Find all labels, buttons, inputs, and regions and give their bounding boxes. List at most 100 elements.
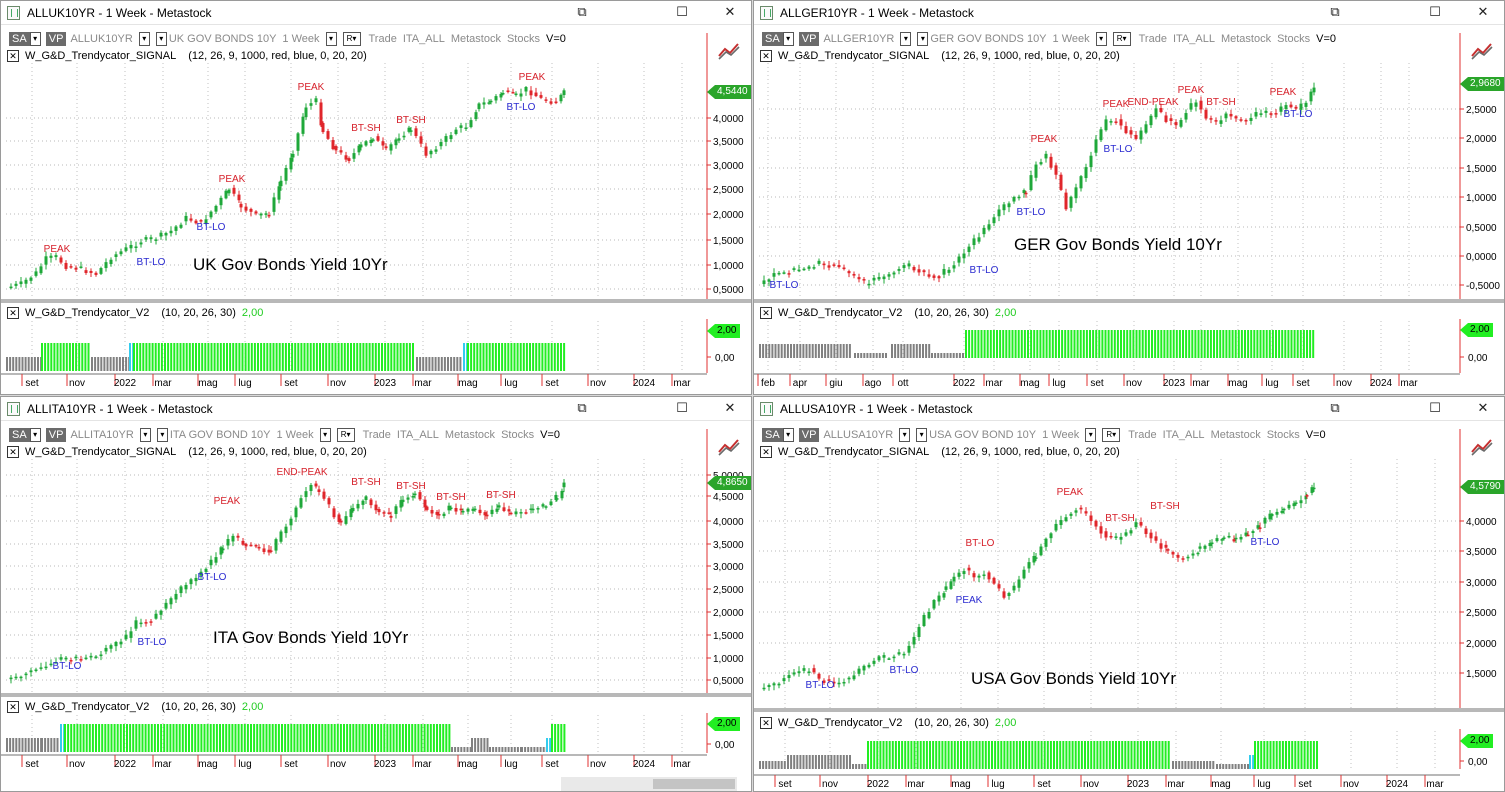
sa-dropdown-icon[interactable]: ▾ xyxy=(782,32,794,46)
price-chart[interactable]: 5,00004,50004,00003,50003,00002,50002,00… xyxy=(1,397,752,792)
remove-v2-indicator-icon[interactable]: ✕ xyxy=(7,701,19,714)
close-window-button[interactable]: ✕ xyxy=(724,5,736,20)
security-menu-icon[interactable]: ▾ xyxy=(155,32,167,46)
trend-tool-icon[interactable] xyxy=(1470,39,1494,61)
signal-annotation: BT-LO xyxy=(53,661,82,672)
security-menu-icon[interactable]: ▾ xyxy=(916,428,928,442)
indicator-bar xyxy=(197,724,200,752)
chart-window-ger[interactable]: ALLGER10YR - 1 Week - Metastock ⧉ ☐ ✕ SA ▾ VP… xyxy=(753,0,1505,395)
chart-window-ita[interactable]: ALLITA10YR - 1 Week - Metastock ⧉ ☐ ✕ SA ▾ VP… xyxy=(0,396,752,792)
chart-window-uk[interactable]: ALLUK10YR - 1 Week - Metastock ⧉ ☐ ✕ SA ▾ VP A… xyxy=(0,0,752,395)
candle-up xyxy=(882,655,886,658)
remove-v2-indicator-icon[interactable]: ✕ xyxy=(760,307,772,320)
restore-window-icon[interactable]: ⧉ xyxy=(1330,5,1340,20)
chart-window-usa[interactable]: ALLUSA10YR - 1 Week - Metastock ⧉ ☐ ✕ SA ▾ VP… xyxy=(753,396,1505,792)
chart-overlay-label: ITA Gov Bonds Yield 10Yr xyxy=(213,628,409,647)
candle-down xyxy=(506,90,510,93)
period-dropdown-icon[interactable]: ▾ xyxy=(325,32,337,46)
vp-button[interactable]: VP xyxy=(798,428,820,442)
period-dropdown-icon[interactable]: ▾ xyxy=(1085,428,1097,442)
price-chart[interactable]: 2,5000 2,0000 1,5000 1,0000 0,5000 0,0000 -0,5… xyxy=(754,1,1505,395)
trend-tool-icon[interactable] xyxy=(717,435,741,457)
indicator-bar xyxy=(456,357,459,371)
trade-label: Trade xyxy=(1128,429,1157,441)
indicator-bar xyxy=(1045,330,1048,358)
symbol-dropdown-icon[interactable]: ▾ xyxy=(139,428,151,442)
sa-button[interactable]: SA xyxy=(762,428,783,442)
remove-signal-indicator-icon[interactable]: ✕ xyxy=(760,50,772,63)
sa-dropdown-icon[interactable]: ▾ xyxy=(29,32,41,46)
indicator-bar xyxy=(321,724,324,752)
candle-down xyxy=(524,512,528,514)
indicator-bar xyxy=(300,343,303,371)
maximize-window-button[interactable]: ☐ xyxy=(1429,5,1441,20)
r-dropdown-button[interactable]: R▾ xyxy=(1102,428,1121,442)
vp-button[interactable]: VP xyxy=(45,428,67,442)
indicator-bar xyxy=(1003,741,1006,769)
period-dropdown-icon[interactable]: ▾ xyxy=(319,428,331,442)
indicator-bar xyxy=(987,741,990,769)
indicator-bar xyxy=(842,344,845,358)
trend-tool-icon[interactable] xyxy=(717,39,741,61)
symbol-dropdown-icon[interactable]: ▾ xyxy=(900,32,912,46)
v2-indicator-value: 2,00 xyxy=(241,701,264,713)
close-window-button[interactable]: ✕ xyxy=(1477,5,1489,20)
symbol-dropdown-icon[interactable]: ▾ xyxy=(899,428,911,442)
indicator-bar xyxy=(901,741,904,769)
sa-button[interactable]: SA xyxy=(9,428,30,442)
maximize-window-button[interactable]: ☐ xyxy=(676,5,688,20)
symbol-dropdown-icon[interactable]: ▾ xyxy=(138,32,150,46)
sa-dropdown-icon[interactable]: ▾ xyxy=(29,428,41,442)
vp-button[interactable]: VP xyxy=(798,32,820,46)
candle-up xyxy=(817,260,821,264)
remove-v2-indicator-icon[interactable]: ✕ xyxy=(7,307,19,320)
indicator-bar xyxy=(1268,330,1271,358)
price-chart[interactable]: 4,0000 3,5000 3,0000 2,5000 2,0000 1,5000 0,00… xyxy=(754,397,1505,792)
close-window-button[interactable]: ✕ xyxy=(1477,401,1489,416)
remove-v2-indicator-icon[interactable]: ✕ xyxy=(760,717,772,730)
vp-button[interactable]: VP xyxy=(45,32,67,46)
candle-up xyxy=(897,269,901,271)
candle-up xyxy=(119,251,123,255)
remove-signal-indicator-icon[interactable]: ✕ xyxy=(760,446,772,459)
indicator-bar xyxy=(793,344,796,358)
indicator-bar xyxy=(1082,330,1085,358)
indicator-bar xyxy=(256,724,259,752)
maximize-window-button[interactable]: ☐ xyxy=(1429,401,1441,416)
remove-signal-indicator-icon[interactable]: ✕ xyxy=(7,446,19,459)
signal-annotation: BT-LO xyxy=(1017,207,1046,218)
sa-dropdown-icon[interactable]: ▾ xyxy=(782,428,794,442)
candle-up xyxy=(1079,176,1083,189)
indicator-bar xyxy=(1290,330,1293,358)
restore-window-icon[interactable]: ⧉ xyxy=(577,401,587,416)
indicator-bar xyxy=(963,741,966,769)
indicator-bar xyxy=(1062,741,1065,769)
scrollbar-thumb[interactable] xyxy=(653,779,735,789)
sa-button[interactable]: SA xyxy=(762,32,783,46)
trend-tool-icon[interactable] xyxy=(1470,435,1494,457)
remove-signal-indicator-icon[interactable]: ✕ xyxy=(7,50,19,63)
candle-up xyxy=(44,256,48,265)
indicator-bar xyxy=(361,724,364,752)
candle-up xyxy=(364,496,368,500)
close-window-button[interactable]: ✕ xyxy=(724,401,736,416)
r-dropdown-button[interactable]: R▾ xyxy=(1112,32,1131,46)
r-dropdown-button[interactable]: R▾ xyxy=(336,428,355,442)
indicator-bar xyxy=(929,741,931,769)
security-menu-icon[interactable]: ▾ xyxy=(917,32,929,46)
indicator-bar xyxy=(1152,741,1155,769)
price-chart[interactable]: 4,0000 3,5000 3,0000 2,5000 2,0000 1,5000 1,00… xyxy=(1,1,752,395)
r-dropdown-button[interactable]: R▾ xyxy=(342,32,361,46)
indicator-bar xyxy=(922,741,925,769)
restore-window-icon[interactable]: ⧉ xyxy=(1330,401,1340,416)
maximize-window-button[interactable]: ☐ xyxy=(676,401,688,416)
candle-up xyxy=(389,144,393,151)
candle-up xyxy=(1179,120,1183,127)
sa-button[interactable]: SA xyxy=(9,32,30,46)
horizontal-scrollbar[interactable] xyxy=(561,777,737,791)
period-dropdown-icon[interactable]: ▾ xyxy=(1095,32,1107,46)
restore-window-icon[interactable]: ⧉ xyxy=(577,5,587,20)
signal-annotation: BT-SH xyxy=(1206,97,1235,108)
indicator-bar xyxy=(1181,761,1184,769)
security-menu-icon[interactable]: ▾ xyxy=(156,428,168,442)
